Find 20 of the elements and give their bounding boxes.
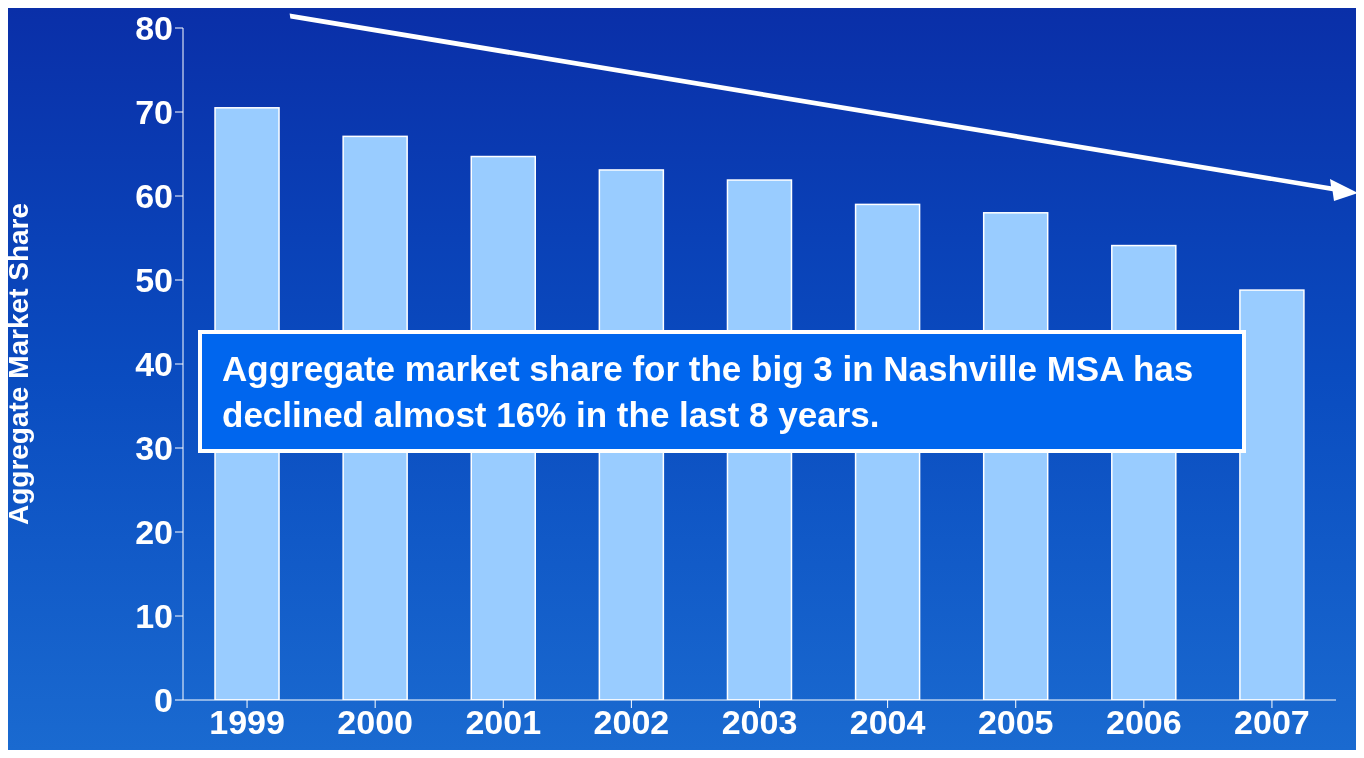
y-axis-title: Aggregate Market Share [2, 202, 34, 526]
y-tick-label: 80 [135, 9, 173, 48]
x-tick-label: 2002 [593, 703, 670, 742]
x-tick-label: 2007 [1234, 703, 1310, 742]
y-tick-label: 40 [135, 345, 173, 384]
x-tick-label: 2000 [337, 703, 413, 742]
x-tick-label: 2006 [1106, 703, 1182, 742]
y-tick-label: 60 [135, 177, 173, 216]
x-tick-label: 2001 [465, 703, 542, 742]
x-tick-label: 2005 [977, 703, 1054, 742]
y-tick-label: 50 [135, 261, 173, 300]
x-tick-label: 1999 [209, 703, 285, 742]
y-tick-label: 20 [135, 513, 173, 552]
y-tick-label: 30 [135, 429, 173, 468]
x-tick-label: 2004 [849, 703, 926, 742]
callout-box: Aggregate market share for the big 3 in Nashville MSA has declined almost 16% in the last 8 years. [198, 330, 1246, 453]
x-tick-label: 2003 [721, 703, 798, 742]
y-tick-label: 70 [135, 93, 173, 132]
y-tick-label: 10 [135, 597, 173, 636]
y-tick-label: 0 [154, 681, 173, 720]
